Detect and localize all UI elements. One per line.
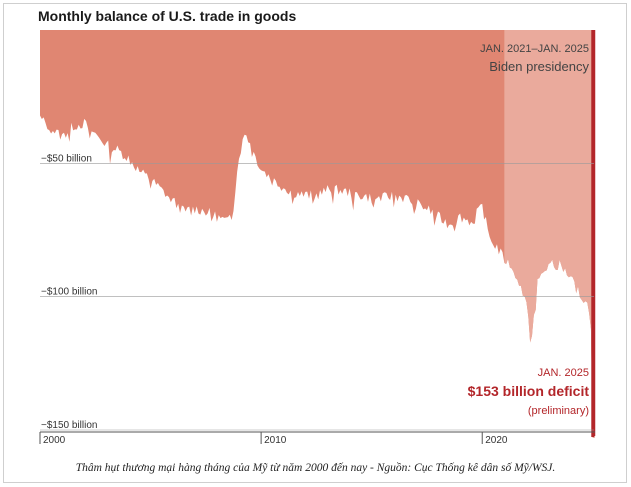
- figure-caption: Thâm hụt thương mại hàng tháng của Mỹ từ…: [75, 462, 556, 474]
- annotation-date: JAN. 2025: [538, 367, 589, 379]
- label-layer: −$50 billion −$100 billion −$150 billion 20…: [41, 43, 589, 446]
- figure-frame: [3, 3, 627, 483]
- deficit-area: [40, 30, 595, 438]
- period-name-label: Biden presidency: [489, 59, 589, 74]
- x-tick-label: 2020: [485, 435, 508, 446]
- biden-period-area: [504, 30, 595, 438]
- chart-title: Monthly balance of U.S. trade in goods: [38, 8, 297, 24]
- y-tick-label: −$50 billion: [41, 153, 92, 164]
- grid-layer: [39, 163, 595, 444]
- annotation-value: $153 billion deficit: [468, 383, 590, 399]
- y-tick-label: −$150 billion: [41, 420, 97, 431]
- area-layer: [40, 30, 596, 438]
- annotation-note: (preliminary): [528, 405, 589, 417]
- y-tick-label: −$100 billion: [41, 287, 97, 298]
- x-tick-label: 2000: [43, 435, 66, 446]
- x-tick-label: 2010: [264, 435, 287, 446]
- period-date-label: JAN. 2021–JAN. 2025: [480, 43, 589, 55]
